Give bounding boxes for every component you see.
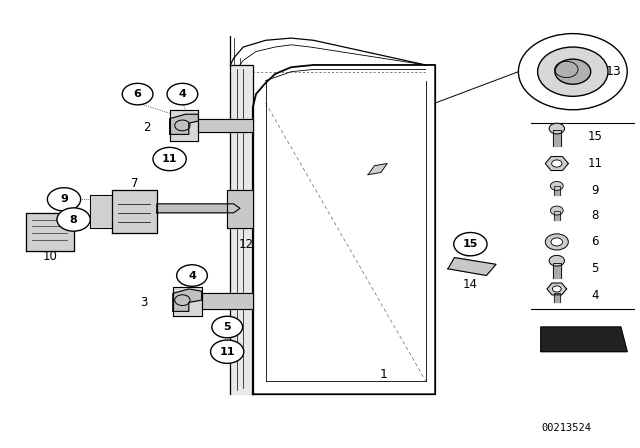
Circle shape	[552, 286, 561, 292]
Text: 15: 15	[463, 239, 478, 249]
Polygon shape	[227, 190, 253, 228]
Circle shape	[518, 34, 627, 110]
Polygon shape	[230, 65, 253, 394]
Circle shape	[551, 238, 563, 246]
Circle shape	[555, 59, 591, 84]
Text: 15: 15	[588, 130, 603, 143]
Circle shape	[538, 47, 608, 96]
Polygon shape	[170, 110, 198, 141]
Text: 4: 4	[179, 89, 186, 99]
Text: 8: 8	[591, 208, 599, 222]
Polygon shape	[547, 283, 566, 295]
Polygon shape	[368, 164, 387, 175]
Circle shape	[552, 160, 562, 167]
Text: 11: 11	[162, 154, 177, 164]
Polygon shape	[26, 213, 74, 251]
Polygon shape	[90, 195, 112, 228]
Text: 4: 4	[188, 271, 196, 280]
Circle shape	[122, 83, 153, 105]
Circle shape	[153, 147, 186, 171]
Circle shape	[167, 83, 198, 105]
Text: 00213524: 00213524	[541, 423, 591, 433]
Circle shape	[550, 206, 563, 215]
Text: 5: 5	[223, 322, 231, 332]
Circle shape	[549, 255, 564, 266]
Text: 9: 9	[591, 184, 599, 197]
Text: 11: 11	[588, 157, 603, 170]
Circle shape	[211, 340, 244, 363]
Circle shape	[454, 233, 487, 256]
Text: 3: 3	[140, 296, 148, 309]
Text: 6: 6	[591, 235, 599, 249]
Polygon shape	[170, 114, 198, 134]
Text: 1: 1	[380, 367, 388, 381]
Text: 13: 13	[605, 65, 621, 78]
Polygon shape	[173, 289, 202, 311]
Text: 7: 7	[131, 177, 138, 190]
Text: 10: 10	[42, 250, 58, 263]
Text: 8: 8	[70, 215, 77, 224]
Circle shape	[550, 181, 563, 190]
Polygon shape	[545, 156, 568, 171]
Circle shape	[177, 265, 207, 286]
Polygon shape	[173, 287, 202, 316]
Text: 2: 2	[143, 121, 151, 134]
Text: 9: 9	[60, 194, 68, 204]
Polygon shape	[112, 190, 157, 233]
Text: 5: 5	[591, 262, 599, 276]
Polygon shape	[541, 327, 627, 352]
Text: 14: 14	[463, 278, 478, 291]
Circle shape	[545, 234, 568, 250]
Polygon shape	[448, 258, 496, 276]
Polygon shape	[198, 119, 253, 132]
Circle shape	[57, 208, 90, 231]
Text: 12: 12	[239, 237, 254, 251]
Circle shape	[549, 123, 564, 134]
Text: 4: 4	[591, 289, 599, 302]
Polygon shape	[202, 293, 253, 309]
Circle shape	[212, 316, 243, 338]
Text: 6: 6	[134, 89, 141, 99]
Text: 11: 11	[220, 347, 235, 357]
Polygon shape	[157, 204, 240, 213]
Circle shape	[47, 188, 81, 211]
